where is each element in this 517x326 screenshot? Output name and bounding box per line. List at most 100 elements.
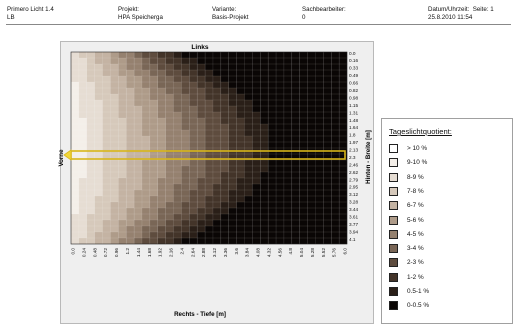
heatmap-cell bbox=[220, 124, 229, 131]
heatmap-cell bbox=[268, 232, 277, 239]
heatmap-cell bbox=[157, 76, 166, 83]
heatmap-cell bbox=[299, 238, 308, 245]
heatmap-cell bbox=[205, 226, 213, 233]
heatmap-cell bbox=[331, 76, 340, 83]
heatmap-cell bbox=[252, 160, 261, 167]
heatmap-cell bbox=[291, 58, 300, 65]
heatmap-cell bbox=[228, 88, 237, 95]
heatmap-cell bbox=[339, 142, 348, 149]
heatmap-cell bbox=[244, 208, 253, 215]
x-tick-label: 1.92 bbox=[158, 248, 163, 258]
heatmap-cell bbox=[110, 154, 119, 161]
heatmap-cell bbox=[189, 154, 198, 161]
heatmap-cell bbox=[149, 94, 158, 101]
heatmap-cell bbox=[331, 130, 340, 137]
heatmap-cell bbox=[134, 190, 143, 197]
heatmap-cell bbox=[252, 232, 261, 239]
heatmap-cell bbox=[118, 238, 127, 245]
heatmap-cell bbox=[228, 172, 237, 179]
heatmap-cell bbox=[299, 64, 308, 71]
heatmap-cell bbox=[71, 88, 79, 95]
heatmap-cell bbox=[181, 202, 190, 209]
heatmap-cell bbox=[299, 130, 308, 137]
heatmap-cell bbox=[220, 178, 229, 185]
heatmap-cell bbox=[228, 58, 237, 65]
heatmap-cell bbox=[141, 130, 150, 137]
heatmap-cell bbox=[205, 82, 213, 89]
heatmap-cell bbox=[149, 196, 158, 203]
heatmap-cell bbox=[181, 76, 190, 83]
heatmap-cell bbox=[236, 226, 245, 233]
legend-swatch bbox=[389, 201, 398, 211]
heatmap-cell bbox=[323, 220, 332, 227]
heatmap-cell bbox=[260, 232, 269, 239]
heatmap-cell bbox=[86, 214, 95, 221]
heatmap-cell bbox=[118, 58, 127, 65]
heatmap-cell bbox=[134, 70, 143, 77]
heatmap-cell bbox=[244, 112, 253, 119]
legend-label: 9-10 % bbox=[407, 159, 428, 167]
heatmap-cell bbox=[71, 94, 79, 101]
heatmap-cell bbox=[307, 76, 316, 83]
heatmap-cell bbox=[212, 64, 221, 71]
heatmap-cell bbox=[268, 190, 277, 197]
heatmap-cell bbox=[323, 190, 332, 197]
heatmap-cell bbox=[78, 154, 87, 161]
heatmap-cell bbox=[220, 142, 229, 149]
heatmap-cell bbox=[236, 160, 245, 167]
heatmap-cell bbox=[228, 166, 237, 173]
heatmap-cell bbox=[276, 238, 284, 245]
heatmap-cell bbox=[291, 70, 300, 77]
heatmap-cell bbox=[205, 178, 213, 185]
heatmap-cell bbox=[71, 160, 79, 167]
heatmap-cell bbox=[157, 88, 166, 95]
heatmap-cell bbox=[315, 190, 324, 197]
heatmap-cell bbox=[157, 208, 166, 215]
heatmap-cell bbox=[291, 76, 300, 83]
heatmap-cell bbox=[181, 64, 190, 71]
heatmap-cell bbox=[212, 196, 221, 203]
heatmap-cell bbox=[149, 226, 158, 233]
heatmap-cell bbox=[118, 202, 127, 209]
heatmap-cell bbox=[244, 142, 253, 149]
projekt-label: Projekt: bbox=[118, 6, 139, 13]
heatmap-cell bbox=[212, 118, 221, 125]
heatmap-cell bbox=[126, 76, 135, 83]
heatmap-cell bbox=[126, 58, 135, 65]
heatmap-cell bbox=[197, 190, 206, 197]
y-tick-label: 3.44 bbox=[349, 207, 359, 212]
heatmap-cell bbox=[212, 100, 221, 107]
heatmap-cell bbox=[118, 214, 127, 221]
heatmap-cell bbox=[102, 136, 111, 143]
heatmap-cell bbox=[228, 142, 237, 149]
heatmap-cell bbox=[149, 160, 158, 167]
heatmap-cell bbox=[157, 142, 166, 149]
heatmap-cell bbox=[260, 136, 269, 143]
heatmap-cell bbox=[331, 142, 340, 149]
chart-title: Links bbox=[191, 44, 209, 51]
heatmap-cell bbox=[78, 208, 87, 215]
heatmap-cell bbox=[236, 190, 245, 197]
heatmap-cell bbox=[244, 232, 253, 239]
heatmap-cell bbox=[134, 142, 143, 149]
legend-swatch bbox=[389, 215, 398, 225]
heatmap-cell bbox=[197, 166, 206, 173]
heatmap-cell bbox=[323, 76, 332, 83]
heatmap-cell bbox=[173, 142, 182, 149]
heatmap-cell bbox=[78, 130, 87, 137]
heatmap-cell bbox=[110, 112, 119, 119]
heatmap-cell bbox=[165, 178, 174, 185]
heatmap-cell bbox=[102, 124, 111, 131]
legend-item: 5-6 % bbox=[389, 215, 424, 226]
heatmap-cell bbox=[126, 232, 135, 239]
heatmap-cell bbox=[244, 184, 253, 191]
heatmap-cell bbox=[268, 70, 277, 77]
heatmap-cell bbox=[94, 136, 103, 143]
heatmap-cell bbox=[126, 154, 135, 161]
heatmap-cell bbox=[110, 214, 119, 221]
heatmap-cell bbox=[141, 166, 150, 173]
heatmap-cell bbox=[181, 178, 190, 185]
heatmap-cell bbox=[165, 130, 174, 137]
heatmap-cell bbox=[197, 220, 206, 227]
heatmap-cell bbox=[181, 184, 190, 191]
